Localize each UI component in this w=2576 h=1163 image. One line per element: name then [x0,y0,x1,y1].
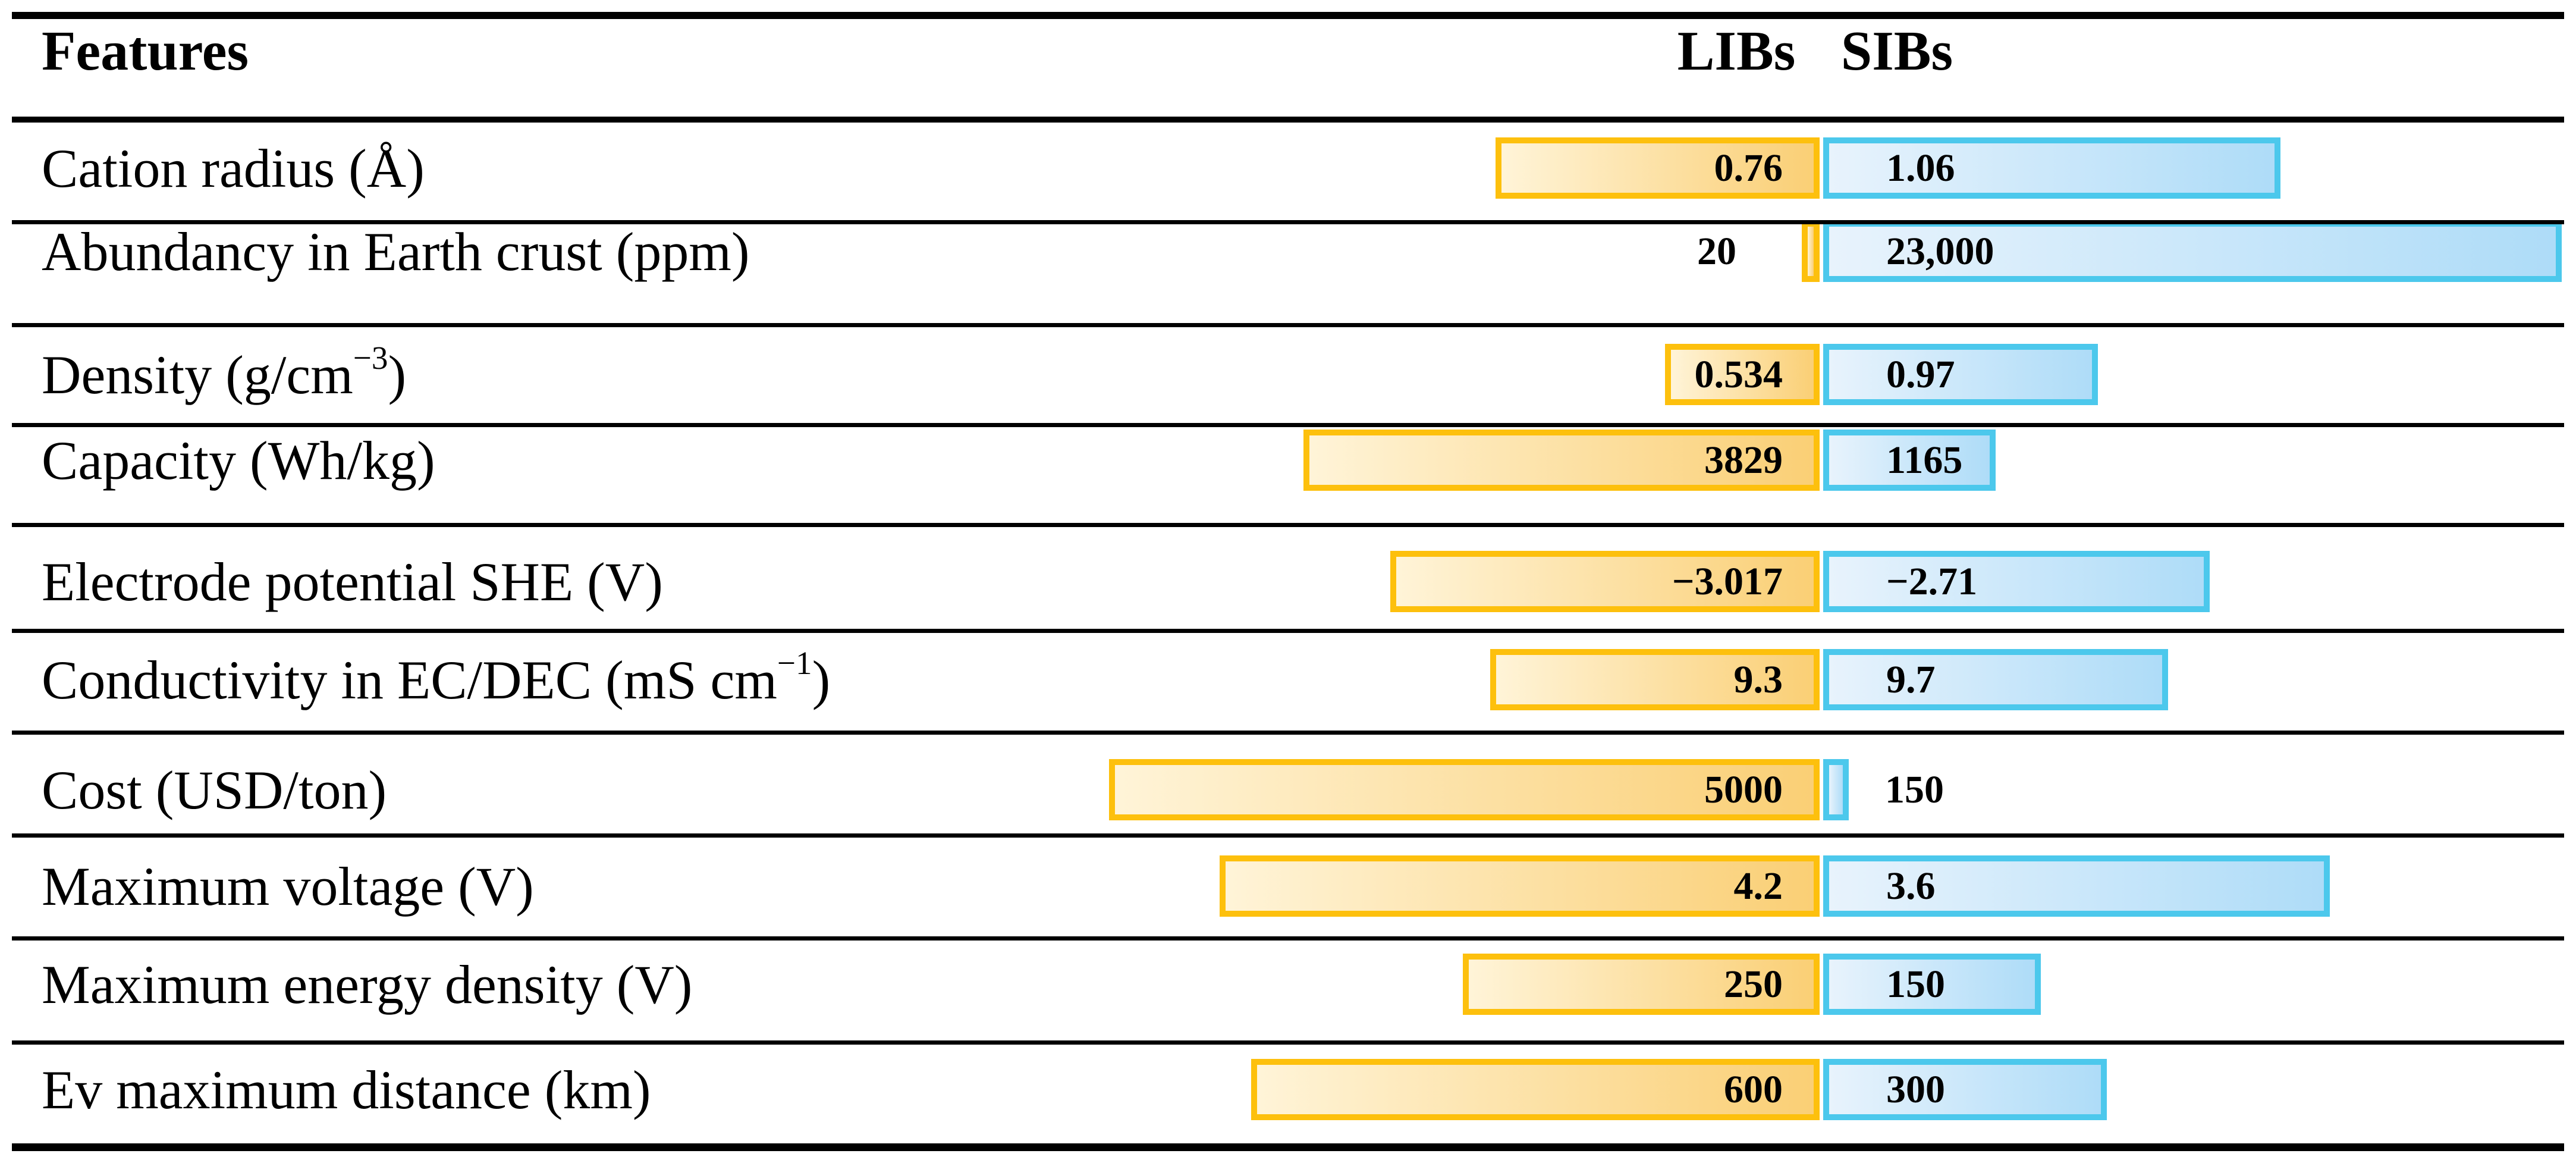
sib-value: 150 [1885,767,1944,811]
feature-label: Density (g/cm −3) [42,339,407,405]
sib-value: −2.71 [1886,559,1978,603]
feature-label-text-end: ) [388,344,407,405]
lib-bar: 0.76 [1496,137,1820,199]
feature-label: Abundancy in Earth crust (ppm) [42,221,750,282]
feature-label: Ev maximum distance (km) [42,1059,651,1120]
feature-label: Maximum energy density (V) [42,954,692,1015]
feature-label-text: Maximum energy density (V) [42,954,693,1015]
feature-label-text: Density (g/cm [42,344,353,405]
table-rule [12,833,2564,838]
lib-value: −3.017 [1672,559,1783,603]
sib-bar: 0.97 [1823,344,2098,405]
lib-bar: −3.017 [1390,551,1820,612]
sib-bar: 300 [1823,1059,2107,1120]
feature-label: Conductivity in EC/DEC (mS cm −1) [42,644,831,710]
sib-bar: 150 [1823,954,2041,1015]
table-rule [12,936,2564,941]
feature-label-text: Abundancy in Earth crust (ppm) [42,221,750,282]
sib-value: 0.97 [1886,352,1955,396]
feature-label-text: Cost (USD/ton) [42,759,387,820]
sib-value: 1.06 [1886,146,1955,190]
lib-bar: 3829 [1303,430,1820,491]
feature-label-text: Cation radius (Å) [42,137,425,199]
sib-bar [1823,759,1849,820]
lib-value: 3829 [1704,438,1783,482]
table-rule [12,220,2564,224]
table-rule [12,323,2564,327]
lib-bar: 600 [1251,1059,1820,1120]
sib-value: 1165 [1886,438,1963,482]
feature-label: Electrode potential SHE (V) [42,551,663,612]
feature-label-text: Capacity (Wh/kg) [42,430,435,491]
sib-bar: −2.71 [1823,551,2210,612]
sib-bar: 1165 [1823,430,1996,491]
lib-value: 20 [1697,229,1736,273]
lib-bar: 9.3 [1490,649,1820,710]
feature-label: Capacity (Wh/kg) [42,430,435,491]
lib-value: 9.3 [1733,657,1783,701]
sib-value: 300 [1886,1067,1945,1111]
column-header-features: Features [42,20,249,82]
feature-label: Cost (USD/ton) [42,759,387,820]
feature-label-text: Maximum voltage (V) [42,855,534,917]
table-rule [12,523,2564,527]
lib-bar [1802,221,1820,282]
sib-value: 150 [1886,962,1945,1006]
lib-value: 0.534 [1694,352,1783,396]
table-rule [12,423,2564,427]
table-rule [12,117,2564,123]
feature-label: Cation radius (Å) [42,137,425,199]
sib-value: 23,000 [1886,229,1994,273]
sib-value: 3.6 [1886,864,1936,908]
lib-value: 0.76 [1714,146,1783,190]
lib-value: 600 [1724,1067,1783,1111]
feature-label-text: Electrode potential SHE (V) [42,551,663,612]
lib-bar: 4.2 [1220,855,1820,917]
lib-bar: 250 [1463,954,1820,1015]
column-header-libs: LIBs [1677,20,1796,82]
feature-label-text: Conductivity in EC/DEC (mS cm [42,649,777,710]
lib-value: 4.2 [1733,864,1783,908]
table-rule [12,1040,2564,1045]
sib-bar: 23,000 [1823,221,2562,282]
table-rule [12,629,2564,633]
feature-label-text: Ev maximum distance (km) [42,1059,651,1120]
column-header-sibs: SIBs [1840,20,1953,82]
table-bottom-border [12,1143,2564,1151]
sib-bar: 1.06 [1823,137,2280,199]
lib-value: 250 [1724,962,1783,1006]
table-rule [12,731,2564,735]
lib-bar: 0.534 [1665,344,1820,405]
lib-value: 5000 [1704,767,1783,811]
sib-value: 9.7 [1886,657,1936,701]
sib-bar: 3.6 [1823,855,2330,917]
feature-label-text-end: ) [812,649,831,710]
sib-bar: 9.7 [1823,649,2168,710]
table-top-border [12,12,2564,19]
feature-label: Maximum voltage (V) [42,855,534,917]
lib-bar: 5000 [1109,759,1820,820]
